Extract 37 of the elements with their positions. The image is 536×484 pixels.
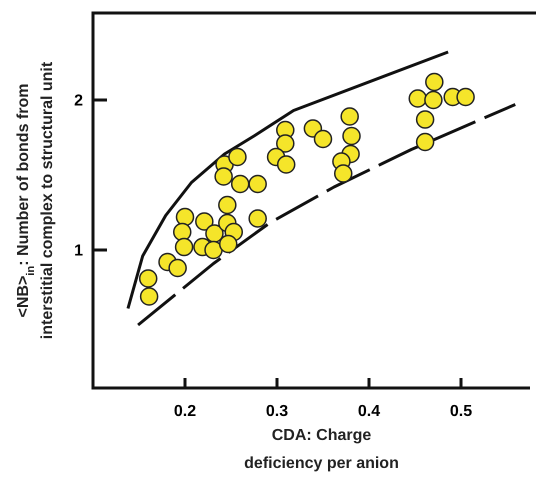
point [314, 130, 332, 148]
point [204, 240, 223, 260]
y-tick-label: 1 [74, 242, 84, 260]
line-series [126, 50, 450, 310]
point [214, 167, 233, 186]
point [172, 222, 192, 242]
point [425, 72, 444, 92]
point [276, 134, 295, 153]
point [456, 88, 475, 106]
y-tick-label: 2 [74, 92, 84, 110]
x-tick-label: 0.5 [450, 403, 472, 420]
point [340, 107, 359, 126]
point [176, 208, 194, 226]
point [228, 148, 247, 166]
x-tick-label: 0.2 [174, 403, 196, 420]
x-tick-label: 0.4 [358, 403, 380, 420]
point [138, 269, 158, 288]
point [276, 155, 296, 174]
point [174, 238, 194, 256]
line-series [136, 103, 517, 326]
point [416, 132, 434, 152]
point [416, 110, 434, 129]
point [408, 89, 428, 108]
point [334, 164, 352, 183]
point [230, 174, 250, 194]
point [205, 224, 224, 243]
point [218, 196, 237, 214]
point [248, 174, 267, 194]
point [140, 287, 158, 306]
point [195, 212, 214, 231]
point [424, 90, 443, 110]
point [248, 209, 267, 228]
point [342, 126, 361, 146]
point [218, 234, 238, 254]
point [168, 258, 187, 278]
x-tick-label: 0.3 [266, 403, 288, 420]
x-axis-title: CDA: Charge deficiency per anion [244, 427, 399, 472]
